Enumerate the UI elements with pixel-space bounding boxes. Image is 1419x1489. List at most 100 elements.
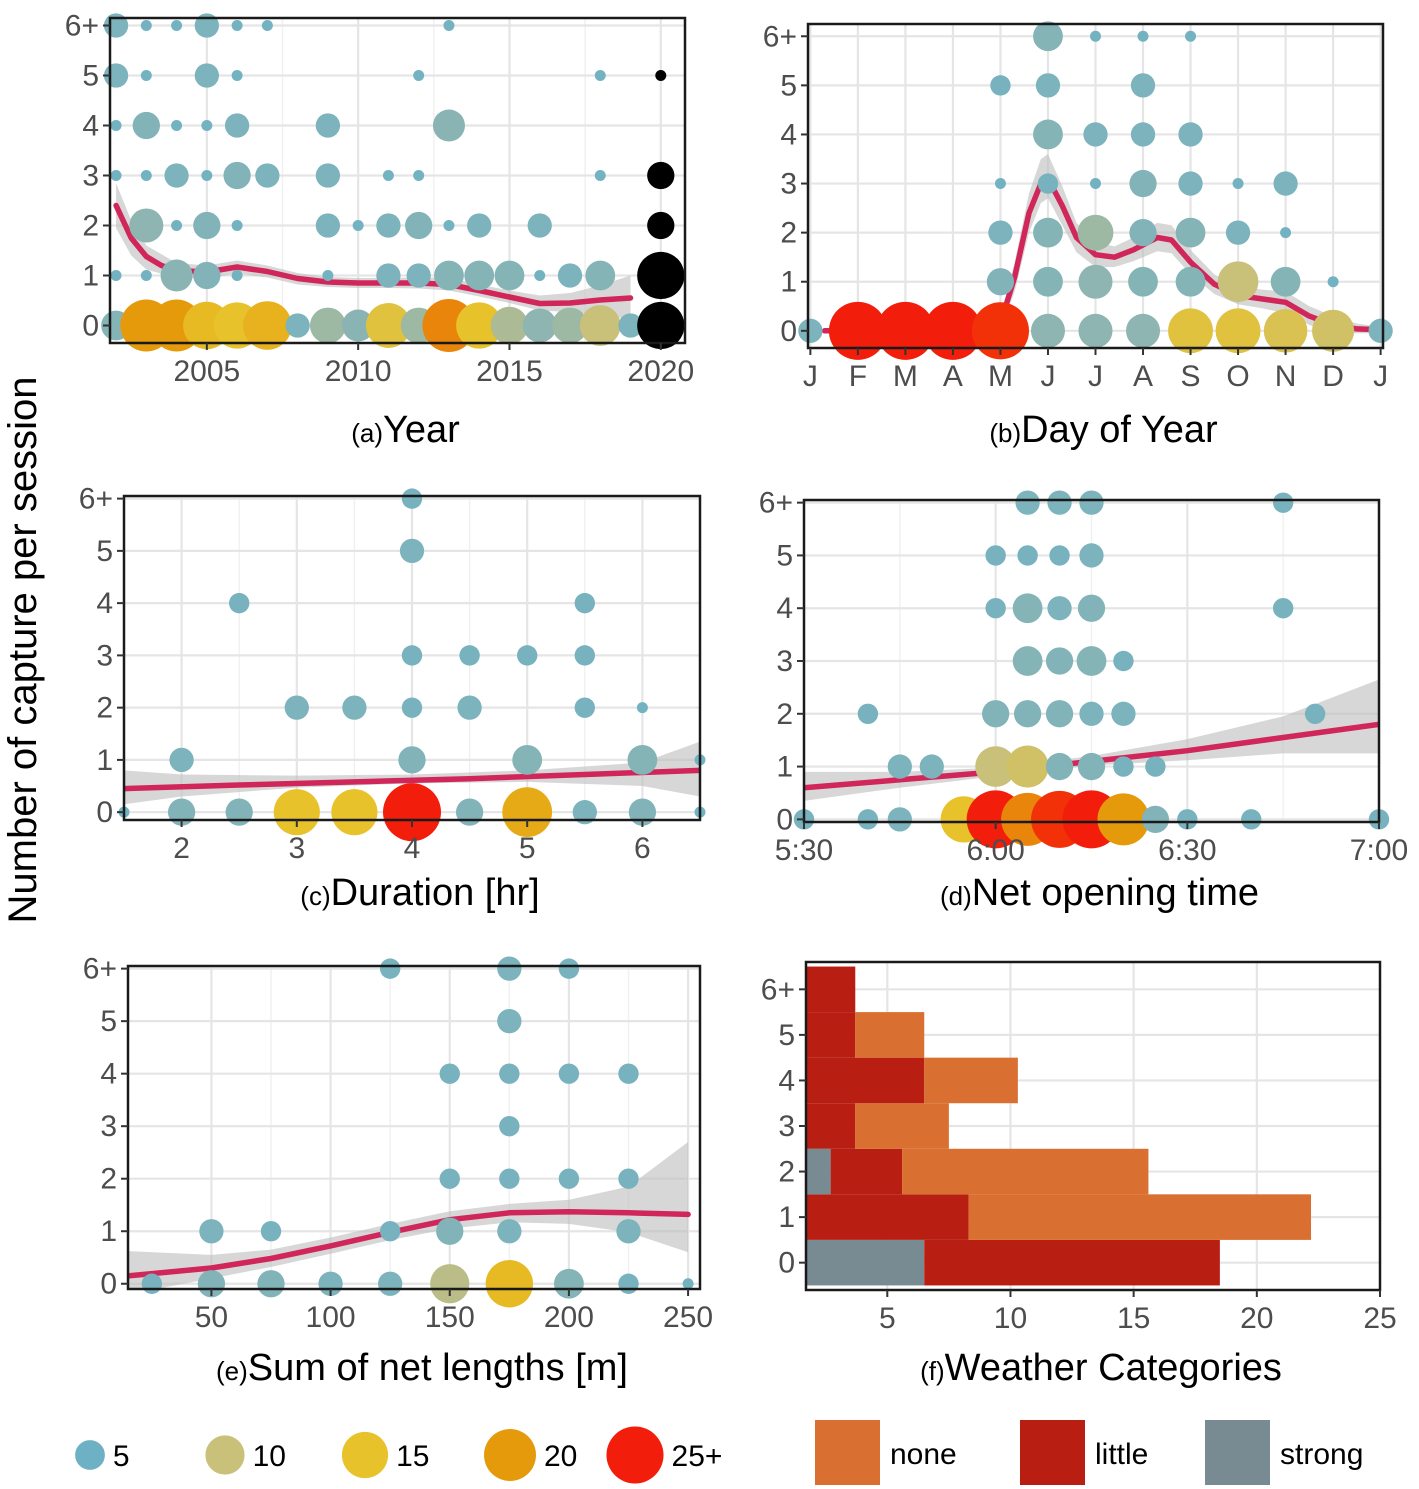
data-point (616, 1219, 641, 1244)
data-point (169, 747, 194, 773)
x-tick-label: 5:30 (775, 834, 833, 867)
data-point (1033, 21, 1063, 52)
data-point (618, 1168, 639, 1189)
data-point (365, 303, 411, 348)
y-tick-label: 3 (100, 1110, 117, 1143)
panel-caption-text: Duration [hr] (331, 872, 540, 914)
data-point (994, 178, 1006, 190)
data-point (1006, 745, 1049, 788)
panel-caption-text: Weather Categories (945, 1347, 1282, 1389)
size-legend-label: 15 (396, 1440, 429, 1473)
data-point (140, 20, 152, 31)
x-tick-label: J (1040, 360, 1055, 393)
weather-legend-key (1020, 1420, 1085, 1485)
data-point (406, 263, 431, 288)
data-point (887, 754, 912, 779)
y-tick-label: 3 (780, 168, 797, 201)
data-point (1077, 214, 1114, 251)
data-point (990, 75, 1011, 96)
bar-none (924, 1057, 1018, 1104)
data-point (439, 1063, 460, 1084)
data-point (887, 807, 912, 832)
data-point (376, 213, 401, 238)
data-point (1225, 220, 1251, 245)
data-point (1045, 752, 1074, 781)
size-legend: 5 10 15 20 25+ (75, 1426, 722, 1484)
data-point (1113, 650, 1134, 672)
data-point (1076, 646, 1107, 676)
data-point (558, 1063, 580, 1084)
data-point (574, 645, 595, 666)
y-tick-label: 4 (780, 118, 797, 151)
weather-legend-label: little (1095, 1438, 1148, 1471)
size-legend-key (484, 1429, 536, 1481)
points (793, 490, 1390, 849)
confidence-band (116, 183, 631, 320)
data-point (986, 268, 1015, 296)
y-tick-label: 6+ (761, 973, 795, 1006)
y-tick-label: 0 (780, 315, 797, 348)
weather-legend: none little strong (815, 1420, 1363, 1485)
data-point (579, 305, 621, 346)
axes: 0 1 2 3 4 5 6+ 50 100 150 200 250 (83, 953, 713, 1334)
data-point (1015, 490, 1040, 515)
data-point (499, 1115, 520, 1137)
data-point (141, 1273, 163, 1294)
x-tick-label: 2005 (173, 355, 240, 388)
x-tick-label: A (943, 360, 963, 393)
data-point (1130, 122, 1156, 147)
data-point (443, 220, 455, 231)
data-point (379, 1221, 401, 1242)
x-tick-label: 2020 (627, 355, 694, 388)
data-point (140, 270, 152, 281)
x-tick-label: 150 (425, 1301, 475, 1334)
x-tick-label: A (1133, 360, 1153, 393)
data-point (636, 702, 648, 714)
panel-caption: (a)Year (351, 409, 460, 451)
y-tick-label: 2 (780, 217, 797, 250)
y-tick-label: 1 (778, 1201, 795, 1234)
data-point (1270, 266, 1301, 297)
data-point (1128, 266, 1158, 297)
data-point (140, 70, 152, 81)
data-point (382, 170, 394, 181)
data-point (1215, 308, 1261, 354)
panel-letter: (e) (216, 1356, 248, 1386)
bar-little (830, 1148, 903, 1195)
panel-f: 0 1 2 3 4 5 6+ 5 10 15 20 25 (f)Weather Categories (761, 960, 1397, 1389)
data-point (1045, 647, 1074, 675)
data-point (378, 1271, 403, 1296)
panel-letter: (d) (940, 881, 972, 911)
data-point (1368, 318, 1393, 343)
data-point (257, 1270, 285, 1298)
bar-little (924, 1239, 1220, 1286)
data-point (197, 1270, 226, 1298)
data-point (1178, 122, 1203, 147)
data-point (497, 1008, 522, 1034)
x-tick-label: 5 (519, 832, 536, 865)
data-point (1113, 756, 1134, 777)
y-tick-label: 2 (776, 698, 793, 731)
data-point (558, 1168, 580, 1189)
y-tick-label: 2 (778, 1156, 795, 1189)
data-point (1327, 276, 1339, 288)
y-tick-label: 6+ (65, 10, 99, 43)
data-point (857, 809, 879, 830)
y-tick-label: 3 (82, 160, 99, 193)
data-point (160, 259, 193, 292)
panel-caption-text: Day of Year (1021, 409, 1218, 451)
data-point (527, 213, 552, 238)
data-point-2020 (647, 161, 675, 190)
x-tick-label: 5 (879, 1302, 896, 1335)
panel-a: 0 1 2 3 4 5 6+ 2005 2010 2015 2020 (a)Year (65, 10, 694, 452)
data-point (1177, 809, 1198, 830)
data-point (985, 598, 1006, 619)
weather-legend-key (815, 1420, 880, 1485)
bar-little (806, 1194, 969, 1240)
data-point (376, 263, 401, 288)
data-point (923, 301, 982, 360)
data-point (405, 211, 433, 240)
data-point (1137, 30, 1149, 42)
